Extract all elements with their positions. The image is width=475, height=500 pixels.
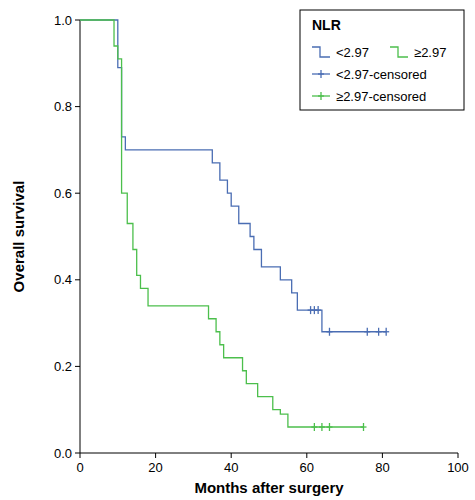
censored-point: [326, 423, 332, 431]
y-tick-label: 0.2: [54, 359, 72, 374]
x-tick-label: 60: [300, 460, 314, 475]
x-tick-label: 80: [375, 460, 389, 475]
legend-swatch: [312, 47, 330, 57]
y-tick-label: 0.4: [54, 272, 72, 287]
x-axis: [80, 453, 458, 454]
y-tick-label: 0.8: [54, 99, 72, 114]
censor-h: [361, 426, 367, 427]
x-tick: [231, 453, 232, 458]
x-tick: [382, 453, 383, 458]
legend-swatch: [312, 73, 330, 74]
y-tick: [75, 106, 80, 107]
censored-point: [361, 423, 367, 431]
censored-point: [383, 328, 389, 336]
censored-point: [364, 328, 370, 336]
y-tick: [75, 20, 80, 21]
censor-h: [383, 331, 389, 332]
x-axis-label: Months after surgery: [194, 479, 344, 496]
y-tick: [75, 453, 80, 454]
legend-swatch: [318, 70, 324, 78]
censor-h: [326, 426, 332, 427]
censor-h: [364, 331, 370, 332]
x-tick-label: 0: [76, 460, 83, 475]
legend-swatch: [318, 92, 324, 100]
legend-title: NLR: [312, 17, 341, 33]
y-tick: [75, 193, 80, 194]
y-axis: [80, 20, 81, 453]
legend: NLR <2.97 ≥2.97 <2.97-censored ≥2.97-censore…: [300, 10, 464, 110]
censor-h: [319, 426, 325, 427]
censor-h: [376, 331, 382, 332]
x-tick: [458, 453, 459, 458]
chart: 0 20 40 60 80 100 0.0 0.2 0.4 0.6 0.8 1.0 Months aft…: [0, 0, 475, 500]
censor-h: [318, 73, 324, 74]
legend-swatch: [312, 95, 330, 96]
x-tick: [80, 453, 81, 458]
censor-h: [318, 95, 324, 96]
legend-label: <2.97-censored: [336, 67, 427, 82]
censor-h: [311, 426, 317, 427]
y-axis-label: Overall survival: [10, 181, 27, 293]
legend-label: ≥2.97: [414, 45, 446, 60]
y-tick-label: 0.0: [54, 446, 72, 461]
y-tick: [75, 366, 80, 367]
censored-point: [311, 423, 317, 431]
x-tick-label: 100: [447, 460, 469, 475]
legend-label: <2.97: [336, 45, 369, 60]
legend-label: ≥2.97-censored: [336, 89, 426, 104]
y-tick-label: 0.6: [54, 186, 72, 201]
legend-box: [300, 10, 464, 110]
censored-point: [315, 306, 321, 314]
x-tick: [306, 453, 307, 458]
legend-swatch: [390, 47, 408, 57]
censored-point: [319, 423, 325, 431]
censored-point: [326, 328, 332, 336]
x-tick-label: 20: [148, 460, 162, 475]
x-tick-label: 40: [224, 460, 238, 475]
y-tick-label: 1.0: [54, 13, 72, 28]
censor-h: [326, 331, 332, 332]
y-tick: [75, 279, 80, 280]
censor-h: [315, 309, 321, 310]
x-tick: [155, 453, 156, 458]
censored-point: [376, 328, 382, 336]
